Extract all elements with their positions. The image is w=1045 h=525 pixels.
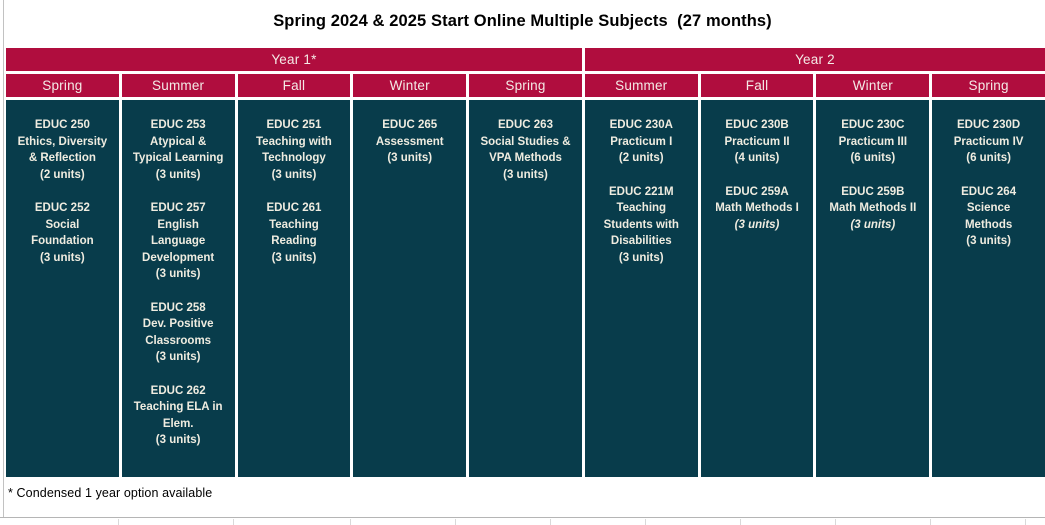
course-units: (2 units) bbox=[40, 168, 85, 181]
footnote: * Condensed 1 year option available bbox=[8, 486, 213, 500]
year-header-year-2: Year 2 bbox=[584, 48, 1045, 71]
course-units: (3 units) bbox=[618, 251, 664, 264]
term-cell-6-summer: EDUC 230A Practicum I (2 units) EDUC 221M … bbox=[584, 100, 698, 477]
course-units: (3 units) bbox=[155, 351, 201, 363]
course-educ-253: EDUC 253 Atypical & Typical Learning (3 u… bbox=[122, 117, 235, 183]
course-units: (3 units) bbox=[503, 168, 548, 181]
course-units: (3 units) bbox=[966, 235, 1011, 247]
term-cell-4-winter: EDUC 265 Assessment (3 units) bbox=[353, 100, 467, 477]
next-table-top-strip bbox=[0, 517, 1045, 525]
course-title: EDUC 262 Teaching ELA in Elem. bbox=[133, 384, 223, 430]
course-units: (3 units) bbox=[155, 268, 201, 280]
course-title: EDUC 265 Assessment bbox=[375, 119, 444, 148]
course-units: (3 units) bbox=[271, 168, 317, 181]
course-educ-262: EDUC 262 Teaching ELA in Elem. (3 units) bbox=[122, 383, 235, 449]
course-title: EDUC 253 Atypical & Typical Learning bbox=[132, 119, 224, 164]
bottom-grid-tick bbox=[1025, 519, 1026, 525]
course-units: (2 units) bbox=[618, 152, 664, 164]
term-cell-1-spring: EDUC 250 Ethics, Diversity & Reflection (… bbox=[6, 100, 119, 477]
bottom-grid-tick bbox=[550, 519, 551, 525]
course-units: (3 units) bbox=[271, 251, 317, 264]
bottom-grid-tick bbox=[118, 519, 119, 525]
course-educ-230a: EDUC 230A Practicum I (2 units) bbox=[585, 117, 698, 167]
course-educ-258: EDUC 258 Dev. Positive Classrooms (3 unit… bbox=[122, 300, 235, 366]
course-title: EDUC 259A Math Methods I bbox=[715, 185, 799, 215]
bottom-grid-tick bbox=[350, 519, 351, 525]
course-units: (3 units) bbox=[387, 152, 433, 164]
season-header-9-spring: Spring bbox=[932, 74, 1045, 97]
course-title: EDUC 250 Ethics, Diversity & Reflection bbox=[17, 119, 108, 164]
bottom-grid-tick bbox=[835, 519, 836, 525]
term-cell-3-fall: EDUC 251 Teaching with Technology (3 unit… bbox=[237, 100, 351, 477]
course-educ-252: EDUC 252 Social Foundation (3 units) bbox=[6, 200, 119, 266]
course-title: EDUC 252 Social Foundation bbox=[31, 202, 94, 247]
course-educ-230d: EDUC 230D Practicum IV (6 units) bbox=[932, 117, 1045, 167]
course-title: EDUC 230A Practicum I bbox=[609, 119, 673, 148]
course-title: EDUC 230C Practicum III bbox=[838, 119, 908, 148]
season-header-8-winter: Winter bbox=[816, 74, 930, 97]
season-header-2-summer: Summer bbox=[121, 74, 235, 97]
season-header-3-fall: Fall bbox=[237, 74, 351, 97]
course-units: (4 units) bbox=[734, 152, 780, 164]
course-units: (3 units) bbox=[734, 218, 780, 231]
bottom-grid-tick bbox=[740, 519, 741, 525]
season-header-7-fall: Fall bbox=[700, 74, 814, 97]
bottom-grid-tick bbox=[233, 519, 234, 525]
course-educ-230b: EDUC 230B Practicum II (4 units) bbox=[701, 117, 814, 167]
course-title: EDUC 251 Teaching with Technology bbox=[256, 119, 332, 164]
course-educ-261: EDUC 261 Teaching Reading (3 units) bbox=[238, 200, 351, 266]
course-units: (3 units) bbox=[40, 251, 85, 264]
course-title: EDUC 230D Practicum IV bbox=[953, 119, 1024, 148]
course-educ-251: EDUC 251 Teaching with Technology (3 unit… bbox=[238, 117, 351, 183]
course-title: EDUC 264 Science Methods bbox=[961, 185, 1017, 231]
course-educ-221m: EDUC 221M Teaching Students with Disabil… bbox=[585, 184, 698, 267]
term-cell-2-summer: EDUC 253 Atypical & Typical Learning (3 u… bbox=[121, 100, 235, 477]
course-title: EDUC 261 Teaching Reading bbox=[266, 202, 322, 247]
course-educ-230c: EDUC 230C Practicum III (6 units) bbox=[816, 117, 929, 167]
course-title: EDUC 259B Math Methods II bbox=[829, 185, 917, 215]
term-cell-9-spring: EDUC 230D Practicum IV (6 units) EDUC 264 … bbox=[932, 100, 1045, 477]
year-header-year-1: Year 1* bbox=[6, 48, 582, 71]
left-margin-gridline bbox=[3, 0, 4, 525]
season-header-6-summer: Summer bbox=[584, 74, 698, 97]
course-educ-263: EDUC 263 Social Studies & VPA Methods (3 … bbox=[469, 117, 582, 183]
course-units: (6 units) bbox=[850, 152, 896, 164]
bottom-grid-tick bbox=[455, 519, 456, 525]
course-units: (3 units) bbox=[155, 168, 201, 181]
page-title: Spring 2024 & 2025 Start Online Multiple… bbox=[273, 12, 772, 30]
bottom-grid-tick bbox=[645, 519, 646, 525]
term-cell-7-fall: EDUC 230B Practicum II (4 units) EDUC 259A… bbox=[700, 100, 814, 477]
season-header-4-winter: Winter bbox=[353, 74, 467, 97]
course-units: (3 units) bbox=[155, 434, 201, 446]
course-title: EDUC 258 Dev. Positive Classrooms bbox=[142, 301, 214, 347]
course-title: EDUC 221M Teaching Students with Disabil… bbox=[603, 185, 679, 248]
course-educ-257: EDUC 257 English Language Development (3 … bbox=[122, 200, 235, 283]
term-cell-5-spring: EDUC 263 Social Studies & VPA Methods (3 … bbox=[469, 100, 582, 477]
course-educ-259a: EDUC 259A Math Methods I (3 units) bbox=[701, 184, 814, 234]
course-educ-250: EDUC 250 Ethics, Diversity & Reflection (… bbox=[6, 117, 119, 183]
program-table: Year 1* Year 2 Spring Summer Fall Winter Sprin… bbox=[6, 48, 1045, 477]
course-educ-264: EDUC 264 Science Methods (3 units) bbox=[932, 184, 1045, 250]
course-title: EDUC 257 English Language Development bbox=[142, 202, 215, 264]
course-units: (3 units) bbox=[850, 218, 896, 231]
season-header-1-spring: Spring bbox=[6, 74, 119, 97]
term-cell-8-winter: EDUC 230C Practicum III (6 units) EDUC 259… bbox=[816, 100, 930, 477]
bottom-grid-tick bbox=[930, 519, 931, 525]
season-header-5-spring: Spring bbox=[469, 74, 582, 97]
course-educ-265: EDUC 265 Assessment (3 units) bbox=[353, 117, 466, 167]
course-units: (6 units) bbox=[966, 152, 1011, 164]
course-title: EDUC 263 Social Studies & VPA Methods bbox=[480, 119, 571, 164]
course-educ-259b: EDUC 259B Math Methods II (3 units) bbox=[816, 184, 929, 234]
course-title: EDUC 230B Practicum II bbox=[724, 119, 790, 148]
